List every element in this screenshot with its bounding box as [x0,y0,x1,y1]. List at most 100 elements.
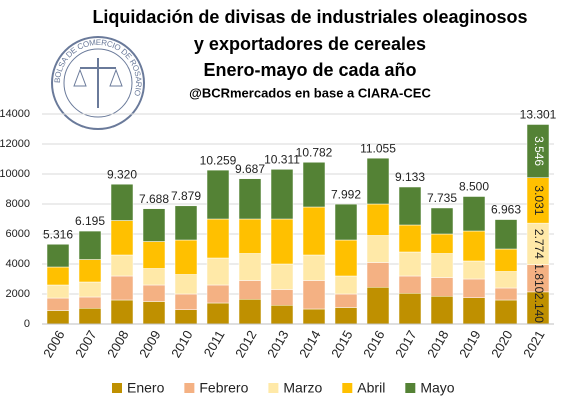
x-tick-label: 2007 [72,328,99,361]
bar-segment [46,266,70,286]
bar-segment [174,205,198,241]
bar-segment [366,262,390,288]
legend-label: Mayo [420,380,454,396]
bar-segment [334,239,358,277]
bar-segment [302,280,326,310]
segment-label: 3.546 [532,136,546,166]
bar-segment [206,302,230,325]
bar-segment [238,280,262,300]
bar-segment [46,244,70,268]
subtitle: @BCRmercados en base a CIARA-CEC [189,85,431,100]
legend-swatch [405,383,416,393]
bar-segment [366,235,390,263]
bar-segment [270,289,294,306]
bar-segment [494,248,518,272]
bar-segment [110,220,134,256]
total-label: 6.195 [75,214,105,228]
segment-label: 2.140 [532,293,546,323]
total-label: 6.963 [491,203,521,217]
bar-segment [494,299,518,325]
bar-segment [398,275,422,294]
legend-label: Marzo [283,380,322,396]
bar-segment [270,218,294,265]
segment-label: 3.031 [532,185,546,215]
logo: BOLSA DE COMERCIO DE ROSARIO [51,36,145,130]
x-tick-label: 2016 [360,328,387,361]
bar-segment [398,293,422,325]
bar-segment [142,268,166,286]
x-tick-label: 2020 [488,328,515,361]
bar-segment [366,203,390,236]
bar-segment [398,186,422,226]
x-tick-label: 2015 [328,328,355,361]
x-tick-label: 2019 [456,328,483,361]
legend-swatch [342,383,353,393]
title-line: y exportadores de cereales [194,34,426,54]
bar-segment [462,196,486,232]
bar-segment [334,203,358,241]
bar-segment [174,274,198,295]
bar-segment [78,230,102,260]
bar-segment [494,219,518,250]
bar-segment [78,281,102,298]
legend-label: Abril [357,380,385,396]
x-tick-label: 2017 [392,328,419,361]
bar-segment [78,308,102,325]
bar-segment [302,308,326,325]
bar-segment [270,305,294,325]
legend-label: Enero [127,380,165,396]
total-label: 5.316 [43,227,73,241]
y-tick-label: 0 [24,318,30,330]
bar-segment [174,239,198,275]
bar-segment [238,299,262,325]
bar-segment [206,284,230,304]
bar-segment [430,253,454,278]
bar-segment [110,299,134,325]
bar-segment [462,230,486,262]
total-label: 9.320 [107,167,137,181]
bar-segment [206,218,230,259]
total-label: 7.879 [171,189,201,203]
bar-segment [270,169,294,220]
segment-label: 1.810 [532,263,546,293]
bar-segment [366,157,390,205]
total-label: 10.259 [200,153,237,167]
title-line: Enero-mayo de cada año [203,60,416,80]
bar-segment [78,296,102,309]
bar-segment [110,254,134,277]
bar-segment [302,254,326,281]
y-tick-label: 6000 [6,228,30,240]
total-label: 11.055 [360,141,396,155]
bar-segment [334,307,358,325]
bar-segment [142,301,166,325]
title-line: Liquidación de divisas de industriales o… [92,7,527,27]
bar-segment [142,284,166,302]
total-label: 7.992 [331,187,361,201]
bar-segment [430,277,454,297]
bar-segment [398,251,422,277]
total-label: 7.688 [139,192,169,206]
bar-segment [238,253,262,281]
bar-segment [110,183,134,221]
bar-segment [110,275,134,301]
segment-label: 2.774 [532,229,546,259]
x-tick-label: 2012 [232,328,259,361]
x-tick-label: 2006 [40,328,67,361]
bar-segment [494,271,518,289]
total-label: 8.500 [459,180,489,194]
bar-segment [430,233,454,254]
total-label: 10.311 [264,153,300,167]
legend-swatch [112,383,122,393]
bar-segment [302,206,326,256]
x-tick-label: 2009 [136,328,163,361]
bar-segment [334,293,358,308]
legend-swatch [268,383,279,393]
y-tick-label: 12000 [0,138,30,150]
legend-label: Febrero [199,380,248,396]
bar-segment [462,260,486,280]
total-label: 7.735 [427,191,457,205]
y-tick-label: 8000 [6,198,30,210]
bar-segment [302,162,326,208]
bar-segment [174,293,198,310]
